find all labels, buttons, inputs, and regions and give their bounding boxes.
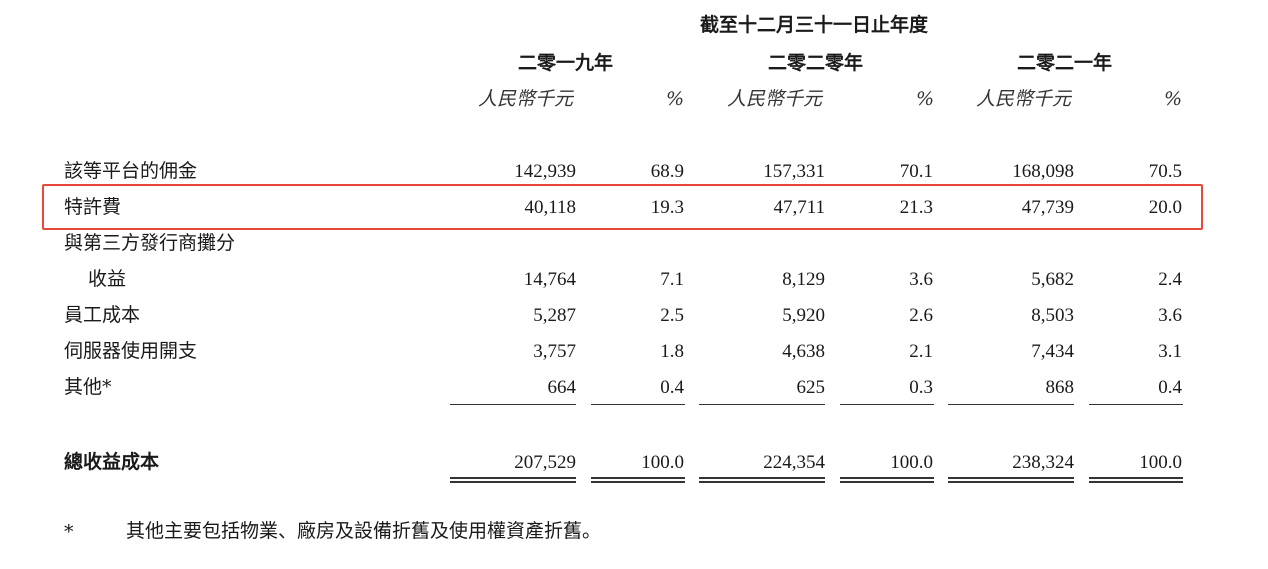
unit-rmb-2021: 人民幣千元 <box>976 88 1072 110</box>
period-title: 截至十二月三十一日止年度 <box>700 14 929 36</box>
row-value: 5,682 <box>1031 269 1074 290</box>
unit-rmb-2019: 人民幣千元 <box>478 88 574 110</box>
total-value: 100.0 <box>641 452 684 473</box>
total-value: 100.0 <box>1139 452 1182 473</box>
total-label: 總收益成本 <box>64 451 160 473</box>
highlight-box <box>42 184 1203 230</box>
row-label: 該等平台的佣金 <box>64 160 198 182</box>
row-value: 868 <box>1045 377 1075 398</box>
row-value: 1.8 <box>660 341 684 362</box>
row-value: 3,757 <box>533 341 576 362</box>
row-label: 員工成本 <box>64 304 141 326</box>
total-double-line <box>840 477 934 483</box>
row-value: 20.0 <box>1148 197 1182 218</box>
row-value: 70.5 <box>1148 161 1182 182</box>
total-value: 224,354 <box>763 452 825 473</box>
row-value: 47,739 <box>1021 197 1074 218</box>
row-value: 3.6 <box>1158 305 1182 326</box>
footnote-text: 其他主要包括物業、廠房及設備折舊及使用權資產折舊。 <box>126 520 602 542</box>
total-double-line <box>450 477 576 483</box>
row-value: 21.3 <box>899 197 933 218</box>
row-value: 4,638 <box>782 341 825 362</box>
row-value: 70.1 <box>899 161 933 182</box>
row-value: 8,503 <box>1031 305 1074 326</box>
year-header-2021: 二零二一年 <box>1017 52 1113 74</box>
subtotal-line <box>840 404 934 405</box>
row-value: 14,764 <box>523 269 576 290</box>
total-value: 238,324 <box>1012 452 1074 473</box>
row-label: 收益 <box>88 268 127 290</box>
row-value: 19.3 <box>650 197 684 218</box>
row-value: 40,118 <box>524 197 576 218</box>
subtotal-line <box>699 404 825 405</box>
subtotal-line <box>450 404 576 405</box>
row-value: 7.1 <box>660 269 684 290</box>
row-value: 68.9 <box>650 161 684 182</box>
subtotal-line <box>591 404 685 405</box>
row-value: 157,331 <box>763 161 825 182</box>
row-value: 664 <box>547 377 577 398</box>
row-value: 5,287 <box>533 305 576 326</box>
row-value: 0.4 <box>660 377 684 398</box>
row-value: 8,129 <box>782 269 825 290</box>
total-value: 100.0 <box>890 452 933 473</box>
total-double-line <box>948 477 1074 483</box>
row-value: 0.4 <box>1158 377 1182 398</box>
total-double-line <box>699 477 825 483</box>
row-value: 142,939 <box>514 161 576 182</box>
row-value: 2.6 <box>909 305 933 326</box>
row-label: 與第三方發行商攤分 <box>64 232 236 254</box>
subtotal-line <box>1089 404 1183 405</box>
year-header-2019: 二零一九年 <box>518 52 614 74</box>
total-double-line <box>1089 477 1183 483</box>
row-value: 5,920 <box>782 305 825 326</box>
unit-rmb-2020: 人民幣千元 <box>727 88 823 110</box>
row-label: 伺服器使用開支 <box>64 340 198 362</box>
row-value: 168,098 <box>1012 161 1074 182</box>
unit-pct-2019: % <box>666 88 685 110</box>
row-value: 2.1 <box>909 341 933 362</box>
total-double-line <box>591 477 685 483</box>
row-value: 0.3 <box>909 377 933 398</box>
row-value: 3.6 <box>909 269 933 290</box>
row-value: 625 <box>796 377 826 398</box>
footnote-marker: * <box>64 521 74 543</box>
unit-pct-2020: % <box>916 88 935 110</box>
row-label: 其他* <box>64 376 112 398</box>
subtotal-line <box>948 404 1074 405</box>
unit-pct-2021: % <box>1164 88 1183 110</box>
row-label: 特許費 <box>64 196 122 218</box>
row-value: 47,711 <box>773 197 825 218</box>
row-value: 3.1 <box>1158 341 1182 362</box>
row-value: 7,434 <box>1031 341 1074 362</box>
row-value: 2.5 <box>660 305 684 326</box>
year-header-2020: 二零二零年 <box>768 52 864 74</box>
row-value: 2.4 <box>1158 269 1182 290</box>
total-value: 207,529 <box>514 452 576 473</box>
